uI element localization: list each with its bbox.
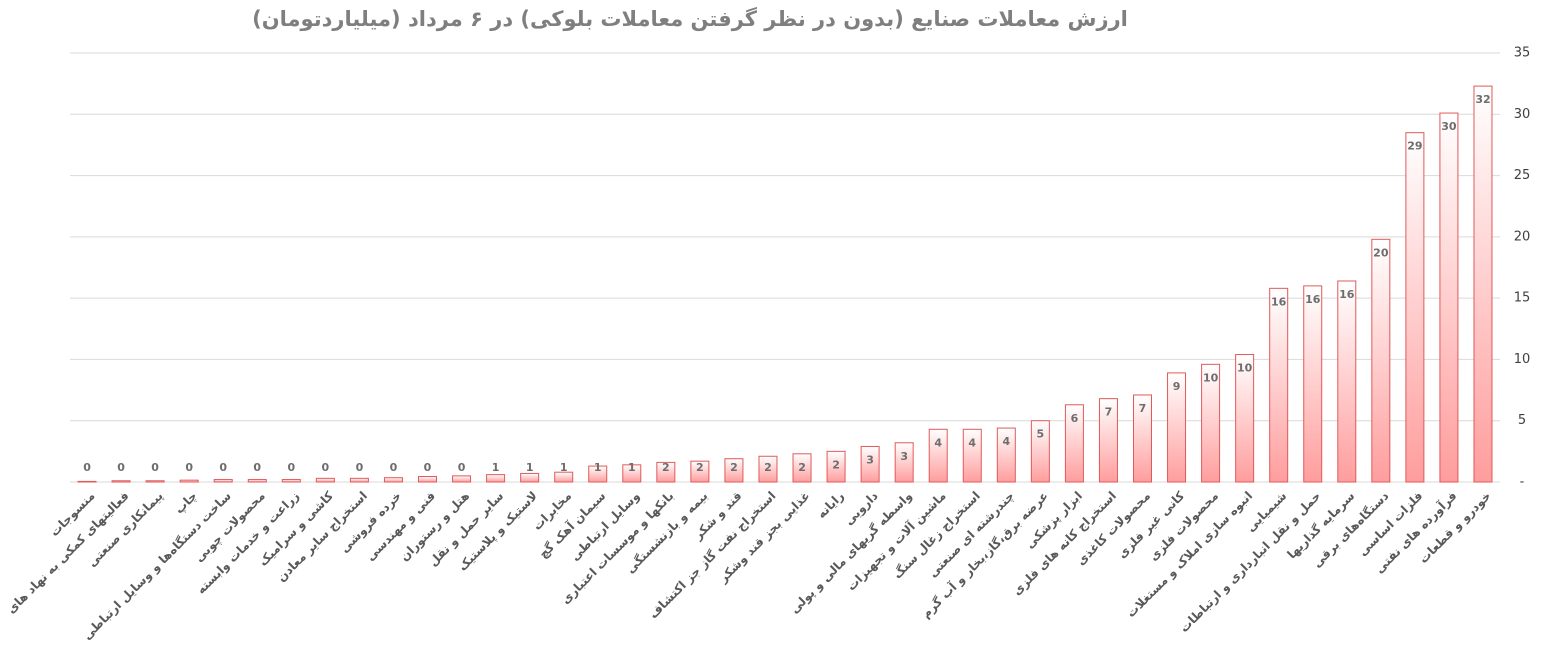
value-label: 16 bbox=[1271, 295, 1287, 308]
value-label: 29 bbox=[1407, 140, 1422, 153]
value-label: 10 bbox=[1203, 371, 1219, 384]
value-label: 2 bbox=[662, 461, 670, 474]
bar bbox=[1235, 354, 1255, 483]
value-label: 1 bbox=[526, 461, 534, 474]
x-tick-label: چاپ bbox=[172, 489, 200, 517]
bar bbox=[724, 458, 744, 483]
value-label: 6 bbox=[1071, 412, 1079, 425]
bar bbox=[860, 445, 880, 483]
y-tick-label: 35 bbox=[1514, 46, 1531, 61]
bar bbox=[1439, 112, 1459, 483]
value-label: 32 bbox=[1475, 93, 1490, 106]
value-label: 0 bbox=[356, 461, 364, 474]
bar bbox=[894, 442, 914, 483]
value-label: 3 bbox=[900, 450, 908, 463]
bar bbox=[758, 455, 778, 483]
y-tick-label: 5 bbox=[1518, 413, 1526, 428]
bar bbox=[928, 428, 948, 483]
bar bbox=[554, 471, 574, 483]
value-label: 0 bbox=[390, 461, 398, 474]
bar bbox=[213, 479, 233, 483]
value-label: 7 bbox=[1139, 402, 1147, 415]
x-tick-label: رایانه bbox=[814, 489, 846, 521]
value-label: 0 bbox=[253, 461, 261, 474]
value-label: 0 bbox=[117, 461, 125, 474]
bar bbox=[1303, 285, 1323, 483]
value-label: 16 bbox=[1305, 293, 1321, 306]
bar bbox=[622, 464, 642, 483]
bar bbox=[1371, 238, 1391, 483]
y-tick-label: 15 bbox=[1514, 291, 1531, 306]
bar bbox=[690, 460, 710, 483]
value-label: 9 bbox=[1173, 380, 1181, 393]
value-label: 3 bbox=[866, 453, 874, 466]
bar bbox=[349, 477, 369, 483]
chart-title: ارزش معاملات صنایع (بدون در نظر گرفتن مع… bbox=[252, 6, 1128, 31]
bar bbox=[77, 480, 97, 483]
bar bbox=[996, 427, 1016, 483]
value-label: 4 bbox=[934, 436, 942, 449]
bar bbox=[1064, 404, 1084, 483]
bar bbox=[1098, 398, 1118, 483]
y-tick-label: 20 bbox=[1514, 229, 1531, 244]
y-tick-label: 25 bbox=[1514, 168, 1531, 183]
value-label: 0 bbox=[322, 461, 330, 474]
bar bbox=[383, 477, 403, 483]
value-label: 10 bbox=[1237, 362, 1253, 375]
value-label: 0 bbox=[458, 461, 466, 474]
value-label: 0 bbox=[151, 461, 159, 474]
value-label: 4 bbox=[1002, 435, 1010, 448]
bar bbox=[247, 479, 267, 483]
value-label: 0 bbox=[287, 461, 295, 474]
bar bbox=[656, 461, 676, 483]
bar bbox=[1133, 394, 1152, 483]
bar bbox=[1337, 280, 1357, 483]
bar bbox=[281, 479, 301, 483]
bar bbox=[179, 479, 199, 483]
bar bbox=[1030, 420, 1050, 483]
bar bbox=[1269, 287, 1289, 483]
bar bbox=[1167, 372, 1187, 483]
value-label: 1 bbox=[492, 461, 500, 474]
value-label: 0 bbox=[424, 461, 432, 474]
bar bbox=[111, 480, 131, 483]
x-tick-label: انبوه سازی املاک و مستغلات bbox=[1124, 489, 1256, 621]
value-label: 1 bbox=[560, 461, 568, 474]
bar bbox=[1405, 132, 1425, 483]
value-label: 2 bbox=[730, 461, 738, 474]
bar bbox=[520, 472, 540, 483]
bar bbox=[962, 428, 982, 483]
y-tick-label: 10 bbox=[1514, 352, 1531, 367]
value-label: 5 bbox=[1037, 428, 1045, 441]
value-label: 4 bbox=[968, 436, 976, 449]
value-label: 30 bbox=[1441, 120, 1457, 133]
y-tick-label: - bbox=[1520, 475, 1525, 490]
value-label: 2 bbox=[798, 461, 806, 474]
value-label: 0 bbox=[83, 461, 91, 474]
bar bbox=[792, 453, 812, 483]
value-label: 20 bbox=[1373, 246, 1389, 259]
value-label: 2 bbox=[764, 461, 772, 474]
value-label: 2 bbox=[832, 458, 840, 471]
bar bbox=[486, 474, 506, 483]
bar bbox=[145, 480, 165, 483]
bar bbox=[418, 475, 437, 483]
value-label: 0 bbox=[219, 461, 227, 474]
bar bbox=[826, 450, 846, 483]
value-label: 2 bbox=[696, 461, 704, 474]
bar bbox=[588, 465, 608, 483]
bar bbox=[315, 477, 335, 483]
bar bbox=[1201, 363, 1221, 483]
bar bbox=[1473, 85, 1493, 483]
value-label: 0 bbox=[185, 461, 193, 474]
value-label: 1 bbox=[594, 461, 602, 474]
value-label: 7 bbox=[1105, 406, 1113, 419]
value-label: 16 bbox=[1339, 288, 1355, 301]
bar bbox=[452, 475, 472, 483]
value-label: 1 bbox=[628, 461, 636, 474]
y-tick-label: 30 bbox=[1514, 107, 1531, 122]
